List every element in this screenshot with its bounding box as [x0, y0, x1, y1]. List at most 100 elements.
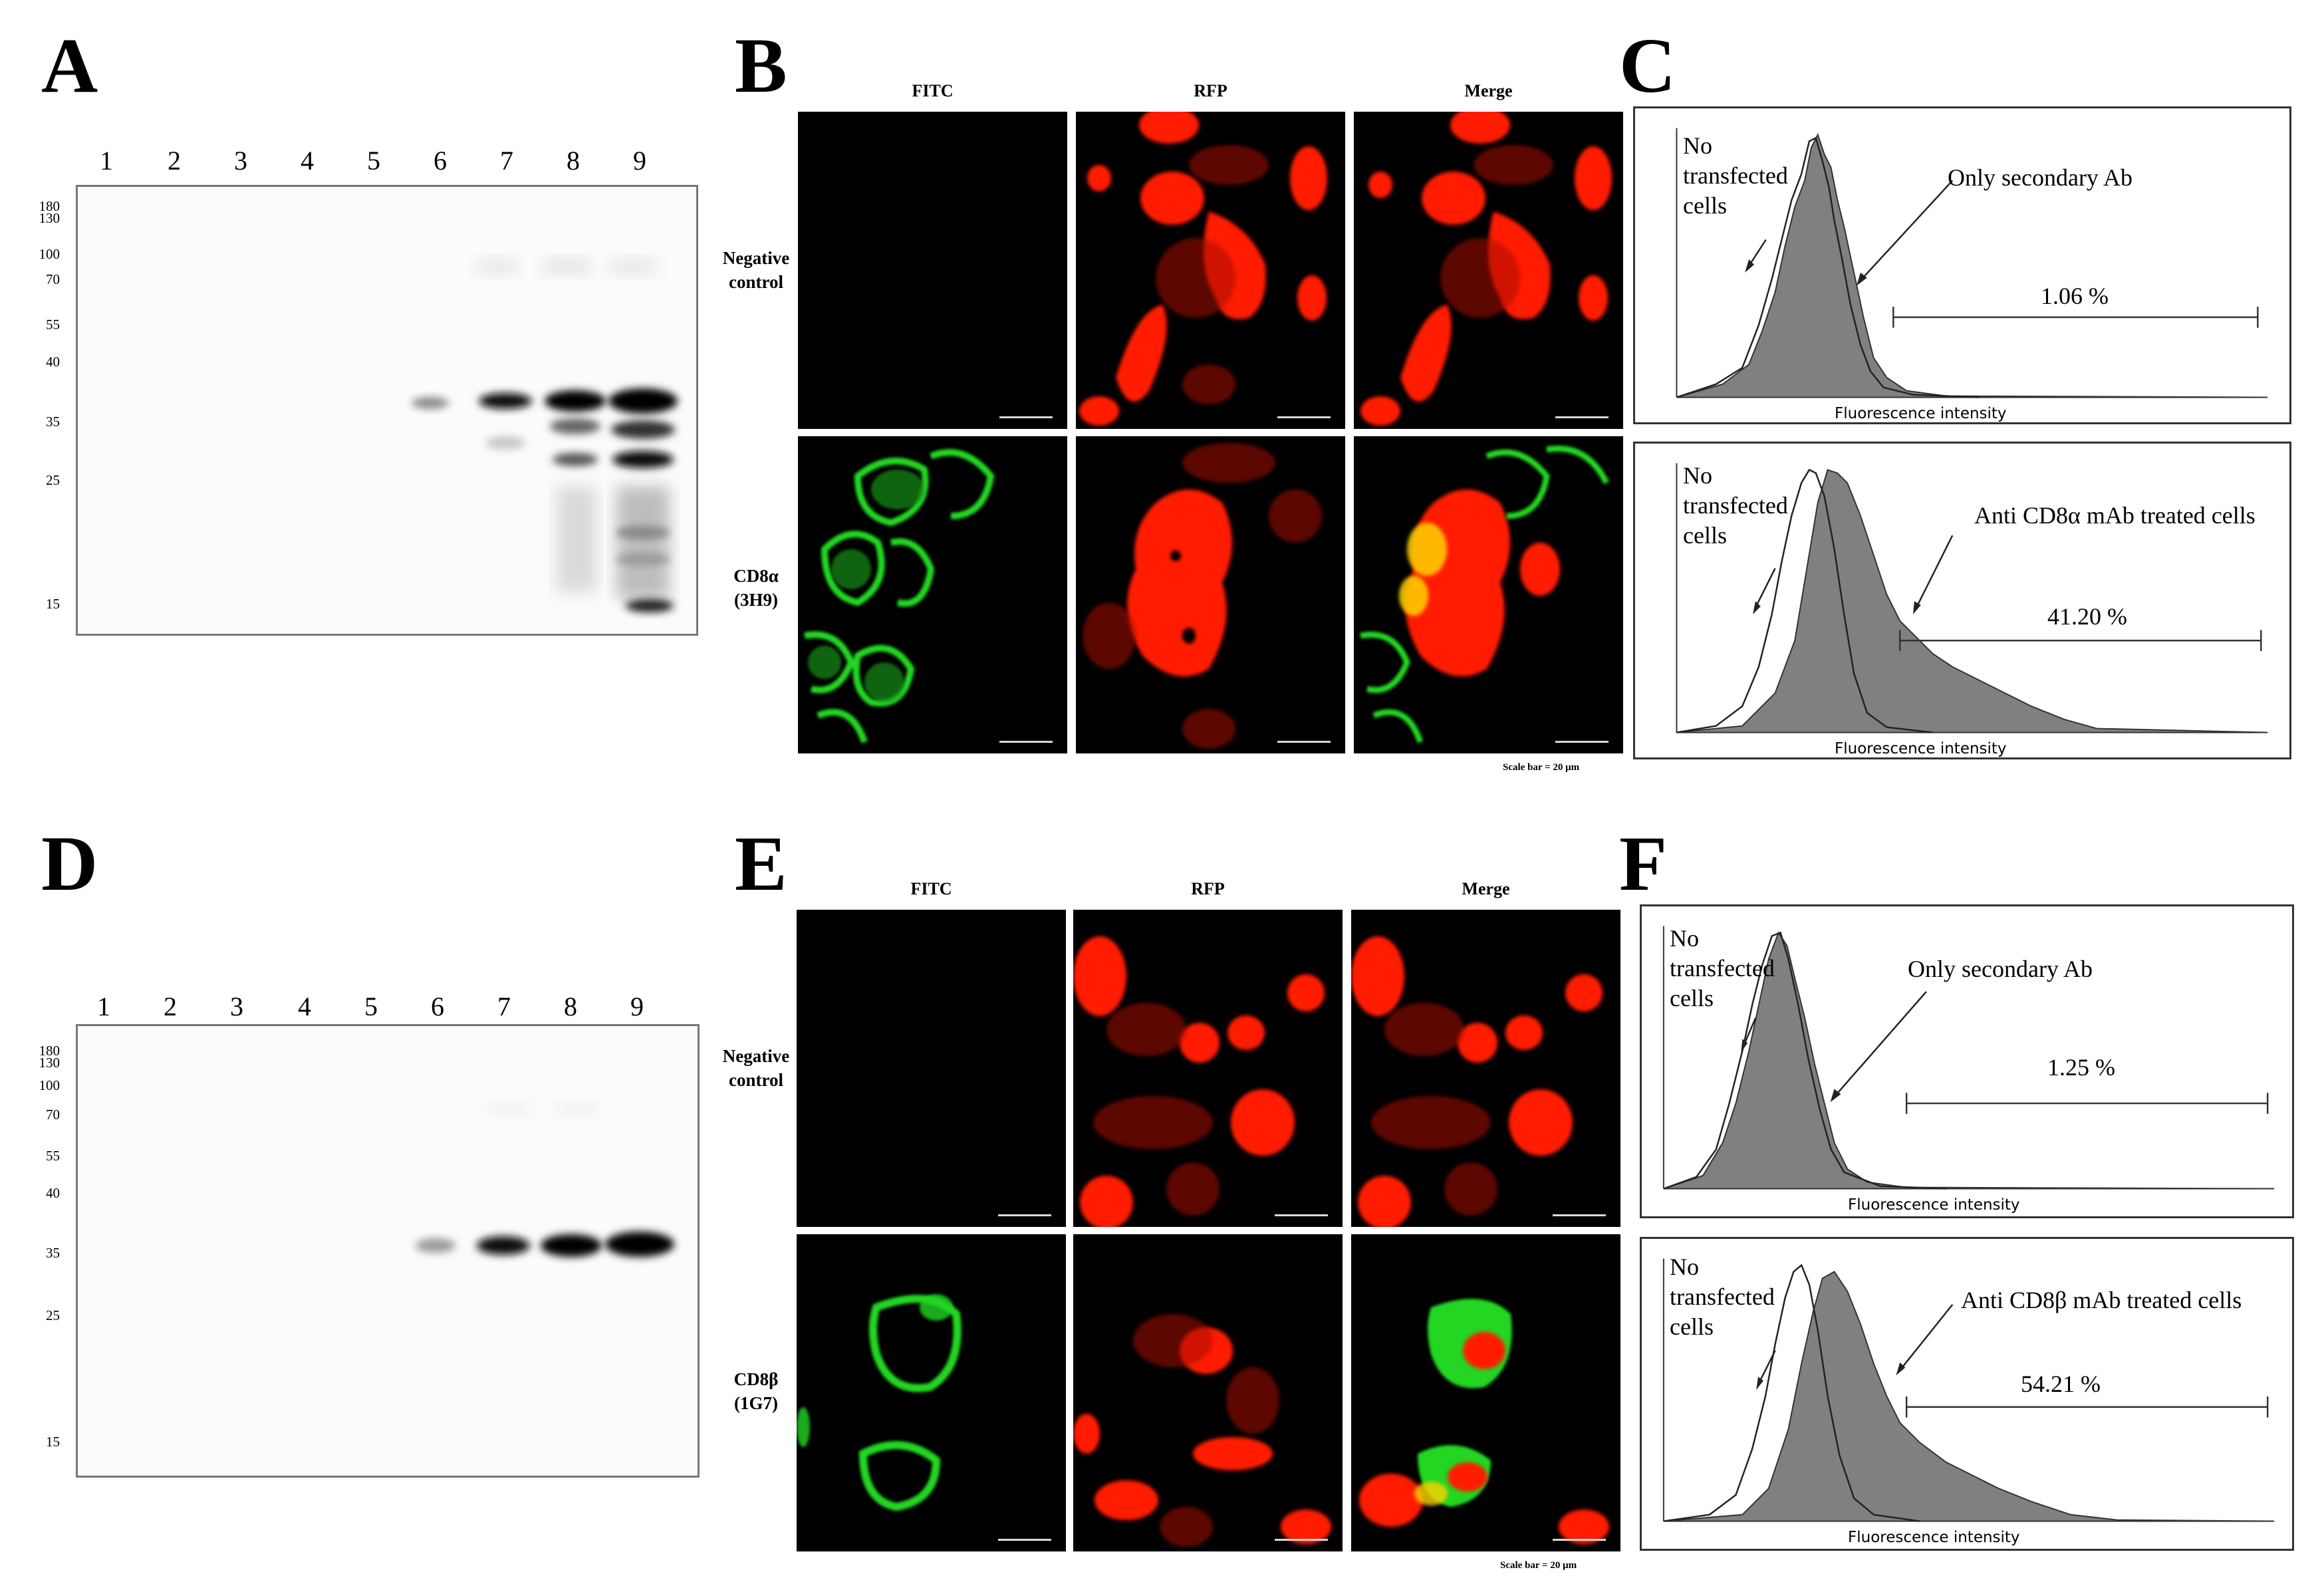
mw-marker: 130 [39, 1055, 61, 1071]
micrograph-e-cd8b-rfp [1073, 1234, 1343, 1551]
column-header-merge: Merge [1462, 879, 1510, 898]
mw-marker: 130 [39, 210, 61, 226]
micrograph-b-negative-fitc [798, 112, 1067, 429]
label-line: cells [1670, 1313, 1714, 1340]
label-line: transfected [1670, 955, 1775, 982]
x-axis-label: Fluorescence intensity [1835, 740, 2007, 757]
mw-marker: 55 [46, 317, 60, 332]
mw-marker: 25 [46, 472, 60, 488]
row-label-line: CD8α [733, 566, 779, 586]
micrograph-e-cd8b-fitc [797, 1234, 1066, 1551]
scale-bar [1555, 741, 1609, 743]
micrograph-e-negative-rfp [1073, 910, 1343, 1227]
lane-label: 1 [97, 992, 110, 1021]
micrograph-e-negative-fitc [797, 910, 1066, 1227]
scale-bar-note: Scale bar = 20 μm [1503, 762, 1580, 773]
rfp-cells [1083, 443, 1322, 749]
blot-d-markers: 180 130 100 70 55 40 35 25 15 [7, 0, 61, 1490]
histogram-plot [1662, 1258, 2275, 1522]
scale-bar [1275, 1539, 1328, 1541]
no-transfected-label: No transfected cells [1670, 924, 1775, 1013]
lane-label: 3 [230, 992, 243, 1021]
merge-cells [1351, 936, 1603, 1227]
mw-marker: 100 [39, 246, 61, 262]
western-blot-a [76, 185, 698, 636]
no-transfected-label: No transfected cells [1683, 131, 1788, 221]
label-line: cells [1683, 522, 1727, 549]
row-label-cd8b: CD8β (1G7) [706, 1367, 806, 1416]
no-transfected-label: No transfected cells [1670, 1252, 1775, 1342]
lane-label: 8 [564, 992, 577, 1021]
label-line: transfected [1683, 162, 1788, 189]
row-label-line: control [729, 1070, 783, 1091]
micrograph-b-negative-rfp [1076, 112, 1345, 429]
row-label-line: control [729, 272, 783, 293]
blot-a-markers: 180 130 100 70 55 40 35 25 15 [7, 0, 61, 638]
micrograph-b-negative-merge [1354, 112, 1623, 429]
gate-percent: 41.20 % [2047, 603, 2127, 630]
scale-bar [1555, 416, 1609, 418]
gate-percent: 1.06 % [2041, 283, 2109, 309]
micrograph-b-cd8a-merge [1354, 436, 1623, 753]
gate-percent: 54.21 % [2021, 1371, 2101, 1397]
column-header-rfp: RFP [1194, 81, 1227, 100]
flow-histogram-f-bottom: No transfected cells Anti CD8β mAb treat… [1640, 1237, 2294, 1551]
blot-d-bands [416, 1105, 674, 1257]
mw-marker: 55 [46, 1148, 60, 1164]
lane-label: 2 [168, 146, 181, 176]
flow-histogram-f-top: No transfected cells Only secondary Ab 1… [1640, 904, 2294, 1218]
column-header-rfp: RFP [1191, 879, 1225, 898]
mw-marker: 180 [39, 198, 61, 214]
row-label-line: CD8β [733, 1369, 779, 1389]
series-label: Only secondary Ab [1948, 164, 2132, 191]
micrograph-e-negative-merge [1351, 910, 1620, 1227]
rfp-cells [1073, 936, 1325, 1227]
lane-label: 9 [630, 992, 644, 1021]
mw-marker: 40 [46, 1185, 60, 1201]
label-line: No [1683, 132, 1712, 159]
panel-label-c: C [1619, 22, 1676, 109]
merge-cells [1360, 446, 1610, 743]
lane-label: 9 [633, 146, 646, 176]
lane-label: 4 [301, 146, 314, 176]
label-line: cells [1683, 192, 1727, 219]
panel-label-f: F [1619, 820, 1668, 907]
scale-bar [999, 741, 1053, 743]
series-label: Anti CD8β mAb treated cells [1961, 1287, 2242, 1313]
row-label-negative-control: Negative control [706, 246, 806, 295]
scale-bar [1277, 416, 1331, 418]
lane-label: 3 [234, 146, 247, 176]
mw-marker: 70 [46, 271, 60, 287]
row-label-line: Negative [722, 1046, 790, 1066]
scale-bar [1277, 741, 1331, 743]
row-label-line: Negative [722, 248, 790, 268]
panel-label-b: B [735, 22, 787, 109]
lane-label: 5 [364, 992, 378, 1021]
lane-label: 1 [100, 146, 113, 176]
lane-label: 6 [434, 146, 447, 176]
row-label-negative-control: Negative control [706, 1044, 806, 1093]
fitc-cells [797, 1294, 962, 1512]
column-header-fitc: FITC [912, 81, 954, 100]
mw-marker: 15 [46, 596, 60, 612]
histogram-plot [1662, 926, 2275, 1190]
flow-histogram-c-top: No transfected cells Only secondary Ab 1… [1633, 106, 2291, 424]
rfp-cells [1073, 1314, 1331, 1547]
label-line: transfected [1683, 492, 1788, 519]
blot-a-bands [412, 260, 678, 612]
label-line: No [1670, 1254, 1699, 1280]
scale-bar [998, 1214, 1051, 1216]
panel-label-e: E [735, 820, 787, 907]
label-line: transfected [1670, 1283, 1775, 1310]
western-blot-d [76, 1024, 700, 1478]
label-line: No [1670, 925, 1699, 952]
mw-marker: 40 [46, 354, 60, 370]
label-line: cells [1670, 985, 1714, 1011]
scale-bar [1275, 1214, 1328, 1216]
micrograph-b-cd8a-rfp [1076, 436, 1345, 753]
rfp-cells [1079, 112, 1327, 426]
gate-percent: 1.25 % [2047, 1054, 2115, 1081]
mw-marker: 25 [46, 1307, 60, 1323]
scale-bar-note: Scale bar = 20 μm [1500, 1560, 1577, 1571]
row-label-line: (1G7) [734, 1393, 778, 1414]
